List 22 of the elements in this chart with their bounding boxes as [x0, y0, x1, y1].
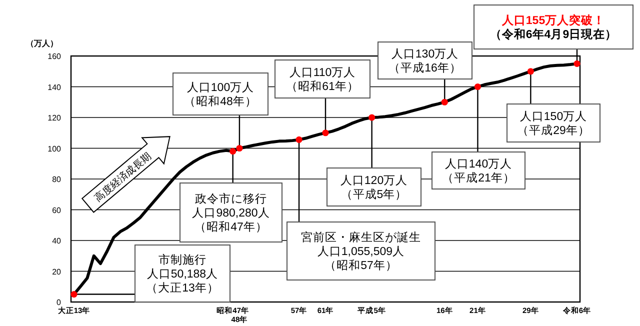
- annotation: 人口110万人（昭和61年）: [286, 66, 359, 93]
- annotation: 高度経済成長期: [92, 150, 154, 204]
- y-tick-label: 40: [52, 236, 62, 246]
- y-tick-label: 60: [52, 206, 62, 215]
- y-axis-title: （万人）: [26, 39, 58, 48]
- annotation: 人口130万人（平成16年）: [388, 48, 462, 74]
- y-tick-label: 80: [52, 175, 62, 184]
- annotation: 人口100万人（昭和48年）: [184, 81, 257, 108]
- y-tick-label: 0: [56, 298, 62, 307]
- y-tick-label: 100: [48, 144, 62, 154]
- picture-arrow: 高度経済成長期: [81, 136, 170, 213]
- annotation: 人口120万人（平成5年）: [340, 174, 408, 201]
- y-tick-label: 120: [48, 114, 62, 122]
- y-tick-label: 20: [52, 267, 62, 276]
- y-tick-label: 160: [48, 52, 62, 61]
- annotation: 人口140万人（平成21年）: [442, 158, 515, 184]
- annotation: 人口150万人（平成29年）: [517, 110, 590, 137]
- annotation: 市制施行人口50,188人（大正13年）: [146, 252, 219, 294]
- annotation: 宮前区・麻生区が誕生人口1,055,509人（昭和57年）: [301, 230, 421, 272]
- y-tick-label: 140: [48, 82, 62, 92]
- annotation: 人口155万人突破！（令和6年4月9日現在）: [490, 13, 618, 41]
- annotation: 政令市に移行人口980,280人（昭和47年）: [192, 192, 270, 234]
